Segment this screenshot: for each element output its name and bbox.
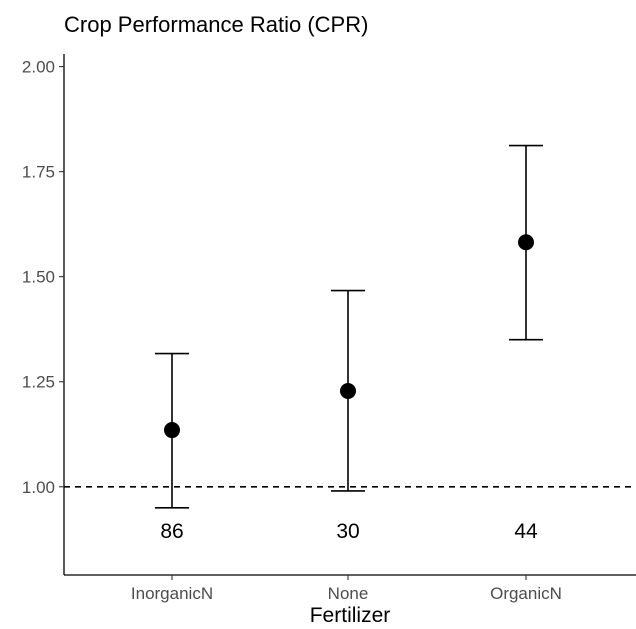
data-marks <box>155 144 543 509</box>
x-tick-label: InorganicN <box>131 584 213 603</box>
data-point <box>164 422 180 439</box>
y-tick-label: 1.75 <box>22 163 55 182</box>
x-axis-title: Fertilizer <box>310 604 391 627</box>
axes: 1.00 1.25 1.50 1.75 2.00 InorganicN None Organi… <box>22 54 636 603</box>
x-tick-label: OrganicN <box>490 584 562 603</box>
data-point <box>340 382 356 399</box>
data-point <box>518 234 534 251</box>
y-tick-label: 1.00 <box>22 478 55 497</box>
y-tick-label: 2.00 <box>22 58 55 77</box>
count-label: 86 <box>160 520 183 543</box>
count-label: 44 <box>514 520 538 543</box>
y-tick-label: 1.50 <box>22 268 55 287</box>
y-tick-label: 1.25 <box>22 373 55 392</box>
count-labels: 86 30 44 <box>160 520 538 543</box>
chart-title: Crop Performance Ratio (CPR) <box>64 12 369 37</box>
count-label: 30 <box>336 520 359 543</box>
x-tick-label: None <box>328 584 369 603</box>
